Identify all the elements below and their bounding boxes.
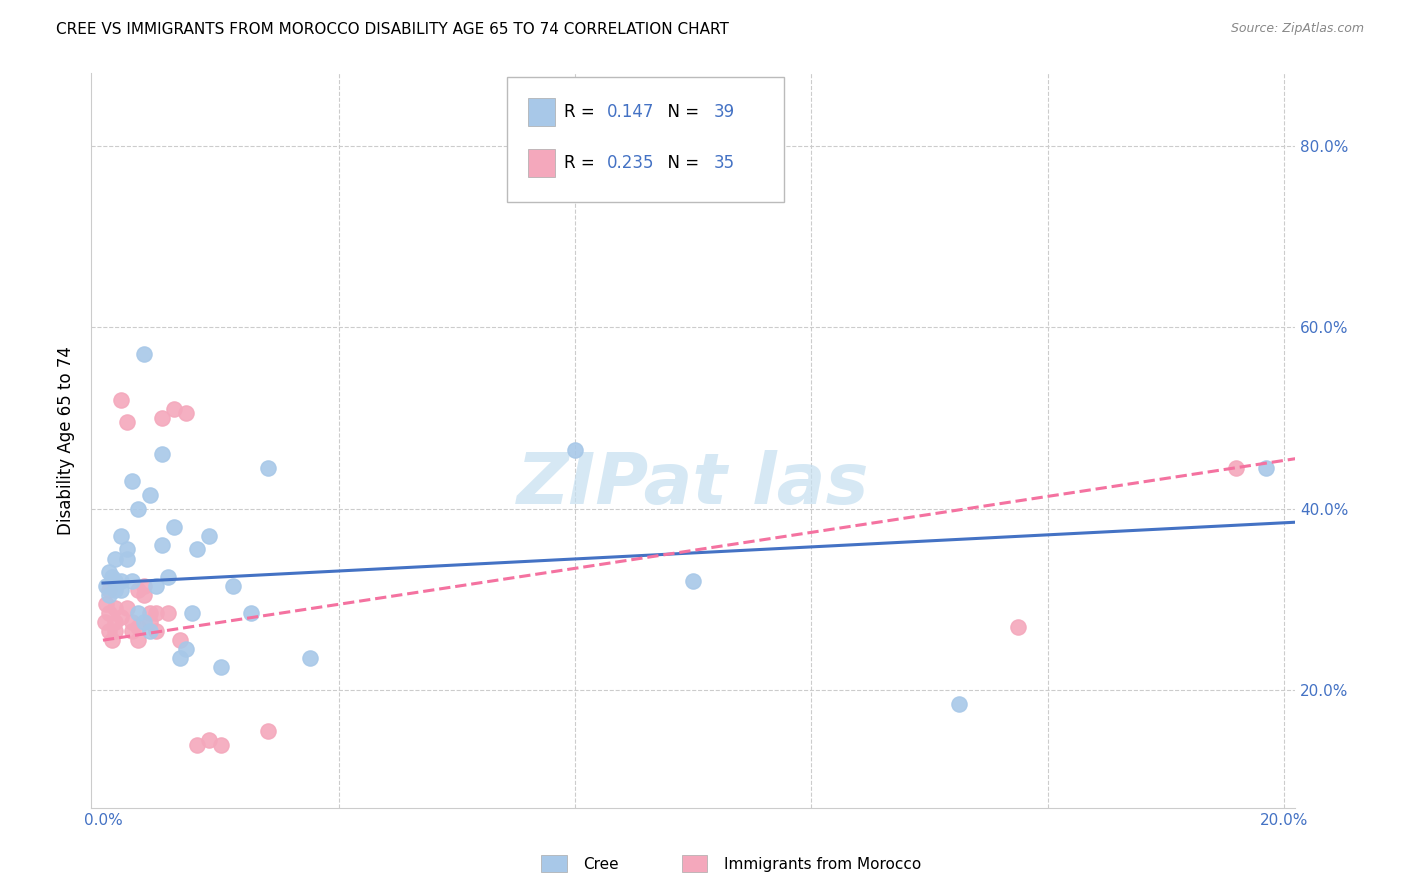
Point xyxy=(134,347,156,361)
Point xyxy=(186,542,208,557)
Point xyxy=(134,588,156,602)
Y-axis label: Disability Age 65 to 74: Disability Age 65 to 74 xyxy=(58,346,75,535)
Point xyxy=(115,551,138,566)
Point xyxy=(121,475,143,489)
Point xyxy=(134,615,156,629)
Point xyxy=(134,579,156,593)
Text: Immigrants from Morocco: Immigrants from Morocco xyxy=(724,857,921,872)
FancyBboxPatch shape xyxy=(529,98,555,126)
Point xyxy=(239,606,262,620)
Text: R =: R = xyxy=(564,154,600,172)
Text: R =: R = xyxy=(564,103,600,121)
Point xyxy=(163,401,186,416)
Point xyxy=(222,579,245,593)
Point xyxy=(1007,619,1029,633)
Point xyxy=(948,697,970,711)
Point xyxy=(169,633,191,648)
Point xyxy=(101,569,124,583)
Point xyxy=(97,588,120,602)
Text: Cree: Cree xyxy=(583,857,619,872)
Text: ZIPat las: ZIPat las xyxy=(517,450,869,519)
Point xyxy=(110,610,132,624)
Point xyxy=(209,660,232,674)
Point xyxy=(97,565,120,579)
Point xyxy=(257,723,280,738)
Point xyxy=(104,601,127,615)
Point xyxy=(139,488,162,502)
Point xyxy=(97,583,120,598)
Point xyxy=(150,410,173,425)
Point xyxy=(115,601,138,615)
Point xyxy=(115,416,138,430)
Point xyxy=(139,615,162,629)
Point xyxy=(139,624,162,639)
Point xyxy=(186,738,208,752)
Text: N =: N = xyxy=(657,154,704,172)
Point xyxy=(174,406,197,420)
Text: CREE VS IMMIGRANTS FROM MOROCCO DISABILITY AGE 65 TO 74 CORRELATION CHART: CREE VS IMMIGRANTS FROM MOROCCO DISABILI… xyxy=(56,22,730,37)
FancyBboxPatch shape xyxy=(506,77,783,202)
FancyBboxPatch shape xyxy=(529,150,555,178)
Point xyxy=(110,392,132,407)
Text: 39: 39 xyxy=(714,103,735,121)
Text: Source: ZipAtlas.com: Source: ZipAtlas.com xyxy=(1230,22,1364,36)
Point xyxy=(180,606,202,620)
Point xyxy=(121,574,143,589)
Text: 0.147: 0.147 xyxy=(606,103,654,121)
Point xyxy=(121,624,143,639)
Text: N =: N = xyxy=(657,103,704,121)
Point xyxy=(121,615,143,629)
Point xyxy=(145,606,167,620)
Point xyxy=(101,633,124,648)
Point xyxy=(163,520,186,534)
Point xyxy=(169,651,191,665)
Point xyxy=(97,624,120,639)
Point xyxy=(127,619,149,633)
Point xyxy=(94,597,117,611)
Point xyxy=(110,583,132,598)
Point xyxy=(110,574,132,589)
Point xyxy=(127,501,149,516)
Point xyxy=(198,733,221,747)
Point xyxy=(156,569,179,583)
Point xyxy=(564,442,586,457)
Point xyxy=(115,542,138,557)
Text: 0.235: 0.235 xyxy=(606,154,654,172)
Point xyxy=(94,579,117,593)
Point xyxy=(104,583,127,598)
Point xyxy=(174,642,197,657)
Point xyxy=(104,624,127,639)
Point xyxy=(209,738,232,752)
Point xyxy=(97,606,120,620)
Point xyxy=(150,538,173,552)
Point xyxy=(682,574,704,589)
Point xyxy=(198,529,221,543)
Point xyxy=(110,529,132,543)
Point xyxy=(139,606,162,620)
Point xyxy=(93,615,115,629)
Point xyxy=(127,633,149,648)
Point xyxy=(1225,460,1247,475)
Point xyxy=(150,447,173,461)
Point xyxy=(104,574,127,589)
Point xyxy=(127,606,149,620)
Point xyxy=(127,583,149,598)
Point xyxy=(257,460,280,475)
Point xyxy=(145,579,167,593)
Point xyxy=(145,624,167,639)
Text: 35: 35 xyxy=(714,154,735,172)
Point xyxy=(156,606,179,620)
Point xyxy=(104,615,127,629)
Point xyxy=(104,551,127,566)
Point xyxy=(1254,460,1277,475)
Point xyxy=(298,651,321,665)
